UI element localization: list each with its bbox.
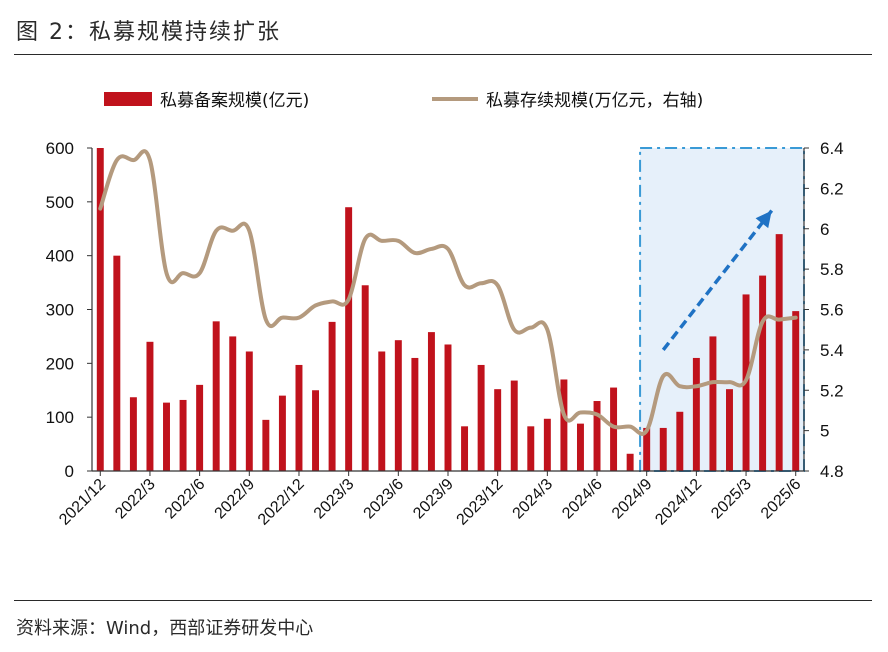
left-tick-label: 100 [46, 408, 74, 427]
bar [394, 340, 402, 471]
line-series [98, 149, 798, 436]
legend: 私募备案规模(亿元) 私募存续规模(万亿元，右轴) [104, 91, 703, 111]
left-tick-label: 200 [46, 354, 74, 373]
left-tick-label: 500 [46, 193, 74, 212]
left-tick-label: 600 [46, 139, 74, 158]
bar [96, 148, 104, 471]
trend-arrow-line [661, 209, 774, 351]
right-tick-label: 6 [820, 220, 829, 239]
bar [212, 321, 220, 471]
bar [593, 401, 601, 471]
x-tick-label: 2024/6 [559, 476, 606, 523]
title-rule [14, 54, 872, 55]
bar [245, 351, 253, 471]
bar [709, 336, 717, 471]
bar [461, 426, 469, 471]
bar [378, 351, 386, 471]
bar [444, 344, 452, 471]
right-tick-label: 6.4 [820, 139, 844, 158]
bar [361, 285, 369, 471]
right-tick-label: 5.8 [820, 260, 844, 279]
bar [775, 234, 783, 471]
legend-label-bar: 私募备案规模(亿元) [160, 91, 309, 111]
x-tick-label: 2023/12 [454, 476, 507, 529]
bar [759, 275, 767, 471]
x-tick-label: 2022/6 [162, 476, 209, 523]
bar [659, 427, 667, 471]
bar [792, 311, 800, 471]
bar [726, 389, 733, 471]
x-tick-label: 2024/12 [652, 476, 705, 529]
x-tick-label: 2022/3 [112, 476, 159, 523]
x-tick-label: 2023/6 [361, 476, 408, 523]
trend-arrow-head [755, 210, 772, 229]
bar [643, 427, 651, 471]
left-tick-label: 400 [46, 247, 74, 266]
right-tick-label: 5.2 [820, 381, 844, 400]
bar [427, 332, 435, 471]
bar [610, 387, 618, 471]
right-tick-label: 5.4 [820, 341, 844, 360]
x-tick-label: 2023/3 [311, 476, 358, 523]
x-tick-label: 2025/3 [708, 476, 755, 523]
bar [262, 419, 270, 471]
right-tick-label: 5 [820, 422, 829, 441]
right-tick-label: 6.2 [820, 179, 844, 198]
chart: 私募备案规模(亿元) 私募存续规模(万亿元，右轴) 0 100 200 300 400 5… [46, 91, 844, 529]
x-tick-label: 2023/9 [410, 476, 457, 523]
bar [229, 336, 237, 471]
bar [411, 357, 419, 471]
right-tick-label: 5.6 [820, 301, 844, 320]
left-tick-label: 0 [65, 462, 74, 481]
bar [196, 384, 204, 471]
bar [328, 321, 336, 471]
left-tick-label: 300 [46, 301, 74, 320]
x-tick-label: 2025/6 [758, 476, 805, 523]
bar [477, 364, 485, 471]
legend-label-line: 私募存续规模(万亿元，右轴) [486, 91, 703, 111]
bar [510, 380, 518, 471]
x-tick-label: 2024/3 [510, 476, 557, 523]
source-rule [14, 600, 872, 601]
right-tick-label: 4.8 [820, 462, 844, 481]
bar [692, 357, 700, 471]
x-tick-label: 2022/9 [212, 476, 259, 523]
bar [179, 399, 187, 471]
figure-title: 图 2：私募规模持续扩张 [16, 20, 281, 45]
bar [543, 418, 551, 471]
legend-swatch-bar [104, 92, 152, 106]
bar [278, 395, 286, 471]
bar [129, 397, 137, 471]
bar [560, 379, 568, 471]
bar [527, 426, 535, 471]
line-path [98, 149, 798, 436]
bar [345, 207, 353, 471]
bar [626, 453, 634, 471]
bar [163, 402, 170, 471]
x-tick-label: 2022/12 [255, 476, 308, 529]
bar [113, 255, 121, 471]
source-note: 资料来源：Wind，西部证券研发中心 [16, 618, 314, 639]
bar [494, 389, 502, 471]
bar [146, 341, 154, 471]
bar [676, 411, 684, 471]
trend-arrow [661, 209, 774, 351]
x-tick-label: 2021/12 [56, 476, 109, 529]
bar [295, 364, 303, 471]
bar [576, 423, 584, 471]
bar [312, 390, 320, 471]
x-tick-label: 2024/9 [609, 476, 656, 523]
